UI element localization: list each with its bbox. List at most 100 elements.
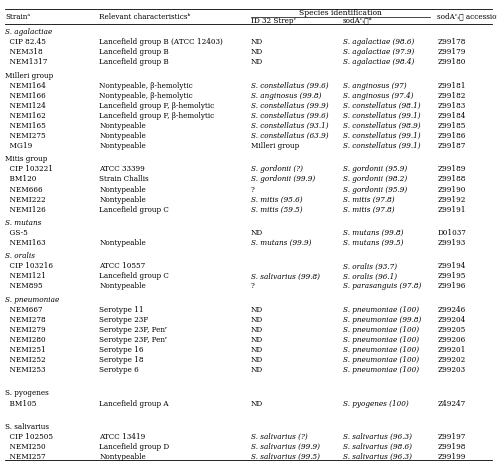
Text: S. salivarius (96.3): S. salivarius (96.3): [343, 453, 412, 461]
Text: D01037: D01037: [437, 229, 466, 237]
Text: S. pneumoniae (99.8): S. pneumoniae (99.8): [343, 316, 421, 324]
Text: NEMI121: NEMI121: [5, 273, 46, 281]
Text: NEM667: NEM667: [5, 306, 43, 314]
Text: S. salivarius (99.5): S. salivarius (99.5): [251, 453, 320, 461]
Text: S. constellatus (63.9): S. constellatus (63.9): [251, 132, 329, 140]
Text: S. constellatus (99.6): S. constellatus (99.6): [251, 112, 329, 120]
Text: NEMI165: NEMI165: [5, 122, 46, 130]
Text: Lancefield group C: Lancefield group C: [99, 206, 169, 213]
Text: Z99178: Z99178: [437, 38, 466, 46]
Text: S. pyogenes: S. pyogenes: [5, 390, 49, 397]
Text: S. oralis (96.1): S. oralis (96.1): [343, 273, 397, 281]
Text: GS-5: GS-5: [5, 229, 28, 237]
Text: S. constellatus (98.9): S. constellatus (98.9): [343, 122, 420, 130]
Text: S. salivarius (99.9): S. salivarius (99.9): [251, 443, 320, 451]
Text: S. mitis (97.8): S. mitis (97.8): [343, 206, 395, 213]
Text: ND: ND: [251, 366, 263, 374]
Text: Lancefield group F, β-hemolytic: Lancefield group F, β-hemolytic: [99, 112, 215, 120]
Text: ND: ND: [251, 38, 263, 46]
Text: ND: ND: [251, 399, 263, 407]
Text: Z99202: Z99202: [437, 356, 466, 364]
Text: Z99188: Z99188: [437, 176, 466, 184]
Text: S. salivarius (99.8): S. salivarius (99.8): [251, 273, 320, 281]
Text: BM105: BM105: [5, 399, 36, 407]
Text: Lancefield group D: Lancefield group D: [99, 443, 169, 451]
Text: Z99246: Z99246: [437, 306, 466, 314]
Text: Z99187: Z99187: [437, 142, 466, 150]
Text: S. mitis (97.8): S. mitis (97.8): [343, 196, 395, 204]
Text: Nontypeable: Nontypeable: [99, 122, 146, 130]
Text: ?: ?: [251, 282, 255, 290]
Text: NEMI163: NEMI163: [5, 239, 46, 247]
Text: NEMI252: NEMI252: [5, 356, 46, 364]
Text: Z99192: Z99192: [437, 196, 466, 204]
Text: NEM895: NEM895: [5, 282, 43, 290]
Text: Z99204: Z99204: [437, 316, 466, 324]
Text: Z99206: Z99206: [437, 336, 466, 344]
Text: Lancefield group B (ATCC 12403): Lancefield group B (ATCC 12403): [99, 38, 223, 46]
Text: S. mutans (99.9): S. mutans (99.9): [251, 239, 312, 247]
Text: Z99197: Z99197: [437, 433, 466, 441]
Text: Z99184: Z99184: [437, 112, 466, 120]
Text: ND: ND: [251, 48, 263, 56]
Text: S. constellatus (99.1): S. constellatus (99.1): [343, 142, 420, 150]
Text: BM120: BM120: [5, 176, 36, 184]
Text: Strain Challis: Strain Challis: [99, 176, 149, 184]
Text: Z99194: Z99194: [437, 262, 466, 270]
Text: Serotype 18: Serotype 18: [99, 356, 144, 364]
Text: ND: ND: [251, 336, 263, 344]
Text: S. salivarius: S. salivarius: [5, 423, 49, 431]
Text: MG19: MG19: [5, 142, 32, 150]
Text: S. salivarius (96.3): S. salivarius (96.3): [343, 433, 412, 441]
Text: ATCC 33399: ATCC 33399: [99, 165, 145, 173]
Text: Relevant characteristicsᵇ: Relevant characteristicsᵇ: [99, 13, 191, 21]
Text: Z99195: Z99195: [437, 273, 466, 281]
Text: NEMI251: NEMI251: [5, 346, 46, 354]
Text: S. pyogenes (100): S. pyogenes (100): [343, 399, 409, 407]
Text: Nontypeable: Nontypeable: [99, 239, 146, 247]
Text: Lancefield group A: Lancefield group A: [99, 399, 169, 407]
Text: Serotype 16: Serotype 16: [99, 346, 144, 354]
Text: NEMI279: NEMI279: [5, 326, 46, 334]
Text: CIP 102505: CIP 102505: [5, 433, 53, 441]
Text: S. pneumoniae (100): S. pneumoniae (100): [343, 326, 419, 334]
Text: S. agalactiae (98.4): S. agalactiae (98.4): [343, 58, 414, 67]
Text: S. anginosus (97.4): S. anginosus (97.4): [343, 92, 414, 100]
Text: S. oralis (93.7): S. oralis (93.7): [343, 262, 397, 270]
Text: Z99179: Z99179: [437, 48, 466, 56]
Text: Nontypeable: Nontypeable: [99, 132, 146, 140]
Text: CIP 103216: CIP 103216: [5, 262, 53, 270]
Text: Species identification: Species identification: [299, 9, 382, 17]
Text: S. gordonii (99.9): S. gordonii (99.9): [251, 176, 315, 184]
Text: S. salivarius (98.6): S. salivarius (98.6): [343, 443, 412, 451]
Text: Nontypeable, β-hemolytic: Nontypeable, β-hemolytic: [99, 82, 193, 90]
Text: S. mitis (95.6): S. mitis (95.6): [251, 196, 303, 204]
Text: S. salivarius (?): S. salivarius (?): [251, 433, 308, 441]
Text: S. pneumoniae (100): S. pneumoniae (100): [343, 366, 419, 374]
Text: Z99199: Z99199: [437, 453, 466, 461]
Text: S. agalactiae (97.9): S. agalactiae (97.9): [343, 48, 414, 56]
Text: Z99183: Z99183: [437, 102, 466, 110]
Text: Serotype 23F, Penʳ: Serotype 23F, Penʳ: [99, 336, 168, 344]
Text: ND: ND: [251, 306, 263, 314]
Text: ID 32 Strepᶜ: ID 32 Strepᶜ: [251, 17, 296, 25]
Text: NEMI253: NEMI253: [5, 366, 45, 374]
Text: Serotype 23F: Serotype 23F: [99, 316, 149, 324]
Text: NEMI250: NEMI250: [5, 443, 46, 451]
Text: Lancefield group B: Lancefield group B: [99, 58, 169, 67]
Text: Z99185: Z99185: [437, 122, 466, 130]
Text: NEMI126: NEMI126: [5, 206, 46, 213]
Text: ND: ND: [251, 229, 263, 237]
Text: Nontypeable: Nontypeable: [99, 282, 146, 290]
Text: Z99190: Z99190: [437, 185, 466, 193]
Text: ATCC 10557: ATCC 10557: [99, 262, 146, 270]
Text: S. parasanguis (97.8): S. parasanguis (97.8): [343, 282, 421, 290]
Text: NEMI280: NEMI280: [5, 336, 46, 344]
Text: Serotype 11: Serotype 11: [99, 306, 144, 314]
Text: S. gordonii (95.9): S. gordonii (95.9): [343, 165, 407, 173]
Text: Z99182: Z99182: [437, 92, 466, 100]
Text: Nontypeable: Nontypeable: [99, 453, 146, 461]
Text: Z99189: Z99189: [437, 165, 466, 173]
Text: Z99203: Z99203: [437, 366, 466, 374]
Text: ATCC 13419: ATCC 13419: [99, 433, 146, 441]
